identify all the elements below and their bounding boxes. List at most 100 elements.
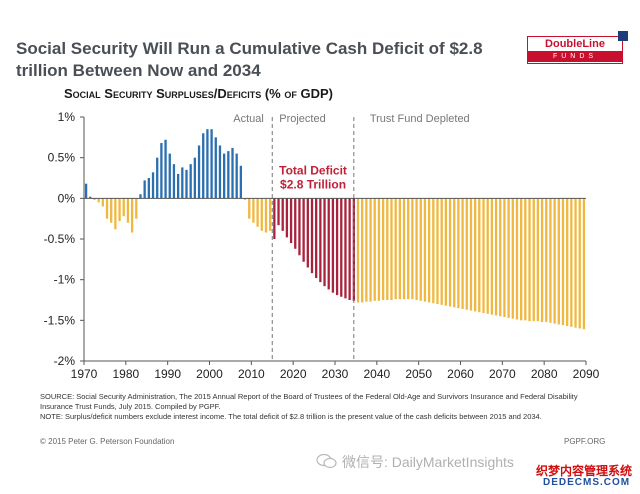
- bar: [344, 198, 347, 299]
- bar: [377, 198, 381, 301]
- bar: [185, 169, 188, 199]
- bar: [118, 198, 121, 222]
- x-tick-label: 2070: [489, 367, 516, 381]
- bar: [110, 198, 113, 223]
- bar: [298, 198, 301, 256]
- page-title: Social Security Will Run a Cumulative Ca…: [16, 39, 483, 80]
- bar: [310, 198, 314, 274]
- bar: [398, 198, 401, 300]
- bar: [289, 198, 293, 244]
- chart-subtitle: Social Security Surpluses/Deficits (% of…: [64, 86, 333, 101]
- bar: [151, 172, 155, 199]
- bar: [532, 198, 535, 322]
- bar: [419, 198, 422, 301]
- bar: [528, 198, 531, 322]
- bar: [361, 198, 364, 303]
- bar: [465, 198, 468, 310]
- bar: [126, 198, 130, 223]
- annotation-deficit-amount: $2.8 Trillion: [280, 177, 346, 191]
- source-text: SOURCE: Social Security Administration, …: [40, 392, 578, 411]
- bar: [381, 198, 385, 300]
- bar: [130, 198, 134, 233]
- footer-link[interactable]: PGPF.ORG: [564, 437, 606, 446]
- bar: [89, 196, 92, 199]
- bar: [256, 198, 259, 227]
- annotation-total-deficit: Total Deficit: [279, 163, 347, 177]
- bar: [222, 153, 226, 199]
- bar: [461, 198, 464, 309]
- bar: [323, 198, 326, 287]
- bar: [490, 198, 494, 315]
- bar: [218, 145, 222, 199]
- watermark-text: 微信号: DailyMarketInsights: [342, 454, 514, 470]
- bar: [432, 198, 435, 304]
- bar: [386, 198, 389, 300]
- bar: [122, 198, 125, 217]
- bar: [427, 198, 431, 303]
- x-tick-label: 2020: [280, 367, 307, 381]
- surplus-deficit-chart: 1% 0.5% 0% -0.5% -1% -1.5% -2%1970 1980 1990 2000…: [44, 110, 600, 381]
- brand-watermark-en: DEDECMS.COM: [543, 477, 631, 488]
- bar: [210, 129, 213, 199]
- bar: [84, 183, 88, 199]
- footer-copyright: © 2015 Peter G. Peterson Foundation: [40, 437, 175, 446]
- bar: [440, 198, 443, 305]
- x-tick-label: 2010: [238, 367, 265, 381]
- bar: [189, 164, 192, 199]
- bar: [231, 147, 234, 199]
- y-tick-label: -1.5%: [44, 313, 76, 327]
- bar: [494, 198, 498, 316]
- bar: [172, 164, 176, 199]
- y-tick-label: -2%: [54, 354, 76, 368]
- note-text: NOTE: Surplus/deficit numbers exclude in…: [40, 412, 542, 421]
- axes-group: 1% 0.5% 0% -0.5% -1% -1.5% -2%1970 1980 1990 2000…: [44, 110, 600, 381]
- bar: [407, 198, 410, 300]
- bar: [570, 198, 573, 327]
- bar: [302, 198, 305, 262]
- bar: [503, 198, 506, 318]
- x-tick-label: 2030: [322, 367, 349, 381]
- bar: [214, 137, 217, 199]
- y-tick-label: -1%: [54, 273, 76, 287]
- bar: [239, 165, 243, 199]
- bar: [536, 198, 540, 322]
- bar: [248, 198, 251, 219]
- bar: [105, 198, 109, 219]
- bar: [486, 198, 489, 314]
- bar: [202, 133, 205, 199]
- x-tick-label: 2060: [447, 367, 474, 381]
- x-tick-label: 1990: [154, 367, 181, 381]
- bar: [352, 198, 355, 301]
- bar: [499, 198, 502, 317]
- bar: [181, 167, 184, 199]
- x-tick-label: 2080: [531, 367, 558, 381]
- bar: [507, 198, 510, 318]
- bar: [524, 198, 527, 321]
- wechat-icon: [316, 453, 337, 469]
- y-tick-label: 0.5%: [48, 151, 76, 165]
- logo-top-text: DoubleLine: [545, 38, 605, 50]
- bar: [553, 198, 556, 324]
- bar: [520, 198, 523, 321]
- bar: [97, 198, 100, 203]
- bar: [164, 139, 167, 199]
- bar: [444, 198, 448, 306]
- bar: [101, 198, 104, 207]
- bar: [561, 198, 565, 326]
- bar: [582, 198, 586, 330]
- bar: [160, 143, 163, 199]
- bar: [327, 198, 330, 290]
- bar: [578, 198, 581, 329]
- bar: [457, 198, 460, 309]
- bar: [147, 178, 150, 199]
- bar: [566, 198, 569, 327]
- bar: [365, 198, 368, 302]
- logo-square-icon: [618, 31, 628, 41]
- bar: [469, 198, 473, 311]
- region-label-projected: Projected: [279, 113, 325, 125]
- logo-bottom-text: FUNDS: [528, 51, 622, 62]
- bar: [206, 129, 209, 199]
- region-label-depleted: Trust Fund Depleted: [370, 113, 470, 125]
- bar: [515, 198, 519, 320]
- bar: [156, 157, 159, 199]
